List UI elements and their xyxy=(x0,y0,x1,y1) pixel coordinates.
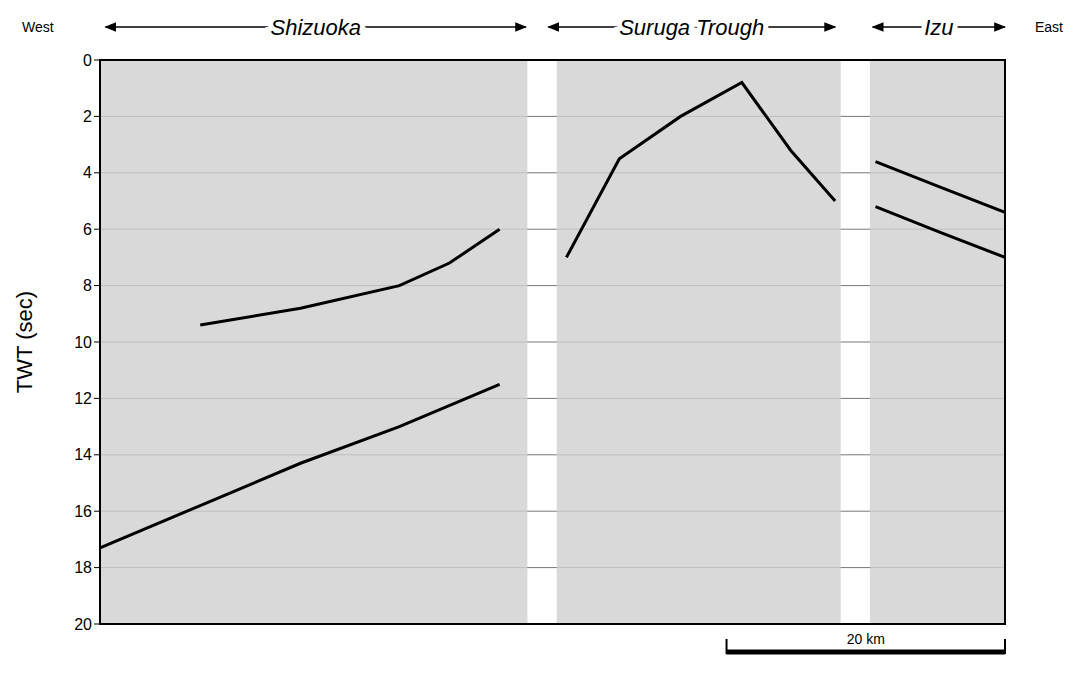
svg-text:Suruga Trough: Suruga Trough xyxy=(619,15,764,40)
svg-text:East: East xyxy=(1035,19,1063,35)
svg-text:TWT (sec): TWT (sec) xyxy=(12,291,37,393)
svg-text:6: 6 xyxy=(83,221,92,238)
svg-text:West: West xyxy=(22,19,54,35)
svg-text:14: 14 xyxy=(74,446,92,463)
svg-text:Shizuoka: Shizuoka xyxy=(271,15,362,40)
svg-text:16: 16 xyxy=(74,503,92,520)
svg-text:20: 20 xyxy=(74,616,92,633)
svg-text:20 km: 20 km xyxy=(847,631,885,647)
svg-text:2: 2 xyxy=(83,108,92,125)
svg-text:Izu: Izu xyxy=(924,15,953,40)
svg-text:8: 8 xyxy=(83,277,92,294)
svg-text:0: 0 xyxy=(83,52,92,69)
svg-text:12: 12 xyxy=(74,390,92,407)
svg-text:4: 4 xyxy=(83,164,92,181)
svg-text:10: 10 xyxy=(74,334,92,351)
svg-text:18: 18 xyxy=(74,559,92,576)
